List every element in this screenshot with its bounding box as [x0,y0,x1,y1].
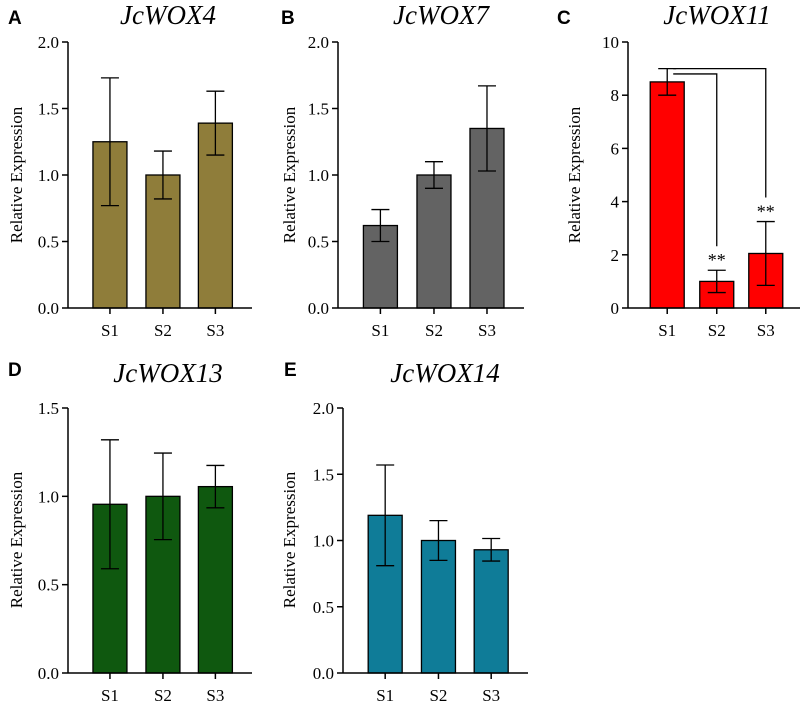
y-axis-label: Relative Expression [280,106,299,243]
y-axis-label: Relative Expression [280,471,299,608]
y-tick-label: 0.5 [308,233,329,252]
panel-letter: A [8,8,22,29]
bar-s3 [197,485,234,674]
error-bar-s2 [153,150,172,200]
significance-label: ** [757,202,775,222]
error-bar-s3 [756,220,775,287]
error-bar-s1 [100,439,119,570]
x-tick-label: S3 [478,321,496,340]
chart-panel-e: E JcWOX14 Relative Expression S1 S2 S3 0.0 0.5 1… [280,358,528,705]
x-tick-label: S1 [101,686,119,705]
y-tick-label: 0.5 [38,233,59,252]
chart-panel-d: D JcWOX13 Relative Expression S1 S2 S3 0.0 0.5 1… [7,358,252,705]
bar-s3 [473,549,509,674]
error-bar-s2 [707,269,726,294]
error-bar-s2 [153,452,172,541]
x-tick-label: S2 [429,686,447,705]
panel-letter: C [557,8,571,29]
error-bar-s1 [100,77,119,207]
y-tick-label: 0.5 [313,598,334,617]
y-tick-label: 1.0 [313,532,334,551]
y-tick-label: 10 [602,33,619,52]
chart-title: JcWOX11 [663,0,770,30]
y-tick-label: 1.5 [313,465,334,484]
x-tick-label: S1 [101,321,119,340]
chart-panel-b: B JcWOX7 Relative Expression S1 S2 S3 0.0 0.5 1.… [280,0,524,340]
chart-title: JcWOX13 [113,358,222,388]
y-tick-label: 1.0 [38,166,59,185]
bar-s2 [420,539,457,674]
y-tick-label: 0.0 [308,299,329,318]
error-bar-s1 [376,464,395,567]
panel-letter: E [284,360,297,381]
panel-letter: D [8,360,22,381]
error-bar-s3 [482,537,501,562]
y-tick-label: 0.0 [38,299,59,318]
significance-bracket [673,67,767,198]
chart-title: JcWOX7 [393,0,490,30]
y-tick-label: 1.0 [38,487,59,506]
error-bar-s2 [424,161,443,189]
chart-panel-c: C JcWOX11 Relative Expression S1 ** S2 ** S3 0 2 4… [557,0,800,340]
panel-letter: B [281,8,295,29]
bar-s2 [416,174,452,309]
y-tick-label: 8 [611,86,620,105]
y-tick-label: 6 [611,139,620,158]
y-axis-label: Relative Expression [7,471,26,608]
x-tick-label: S1 [658,321,676,340]
bar-s1 [649,81,685,309]
y-tick-label: 1.5 [38,399,59,418]
y-axis-label: Relative Expression [565,106,584,243]
y-tick-label: 1.0 [308,166,329,185]
error-bar-s3 [477,85,496,172]
x-tick-label: S1 [371,321,389,340]
x-tick-label: S3 [757,321,775,340]
x-tick-label: S2 [425,321,443,340]
error-bar-s3 [206,90,225,156]
y-tick-label: 4 [611,193,620,212]
x-tick-label: S3 [482,686,500,705]
x-tick-label: S3 [206,686,224,705]
chart-title: JcWOX4 [120,0,216,30]
y-tick-label: 0.0 [313,664,334,683]
chart-title: JcWOX14 [390,358,499,388]
y-tick-label: 0.0 [38,664,59,683]
error-bar-s1 [371,208,390,243]
y-tick-label: 2.0 [313,399,334,418]
x-tick-label: S2 [154,321,172,340]
significance-label: ** [708,250,726,270]
significance-bracket [673,73,718,247]
error-bar-s2 [429,519,448,562]
y-tick-label: 2.0 [308,33,329,52]
y-axis-label: Relative Expression [7,106,26,243]
error-bar-s3 [206,464,225,509]
y-tick-label: 1.5 [38,100,59,119]
x-tick-label: S3 [206,321,224,340]
y-tick-label: 2 [611,246,620,265]
x-tick-label: S1 [376,686,394,705]
y-tick-label: 0 [611,299,620,318]
x-tick-label: S2 [154,686,172,705]
chart-panel-a: A JcWOX4 Relative Expression S1 S2 S3 0.0 0.5 1.… [7,0,252,340]
y-tick-label: 1.5 [308,100,329,119]
x-tick-label: S2 [708,321,726,340]
y-tick-label: 0.5 [38,576,59,595]
y-tick-label: 2.0 [38,33,59,52]
